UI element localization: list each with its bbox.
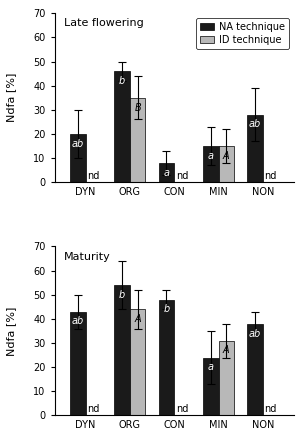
Bar — [159, 163, 174, 182]
Y-axis label: Ndfa [%]: Ndfa [%] — [6, 73, 16, 122]
Y-axis label: Ndfa [%]: Ndfa [%] — [6, 306, 16, 356]
Bar — [203, 358, 218, 415]
Bar — [203, 146, 218, 182]
Text: B: B — [134, 103, 141, 113]
Bar — [70, 312, 85, 415]
Text: Maturity: Maturity — [64, 251, 111, 262]
Text: b: b — [119, 76, 125, 86]
Bar — [70, 134, 85, 182]
Text: a: a — [163, 168, 169, 178]
Text: nd: nd — [265, 171, 277, 181]
Text: A: A — [134, 314, 141, 324]
Text: nd: nd — [176, 404, 188, 414]
Text: ab: ab — [249, 119, 261, 130]
Bar — [218, 146, 234, 182]
Text: nd: nd — [87, 171, 99, 181]
Text: ab: ab — [249, 328, 261, 339]
Text: b: b — [119, 290, 125, 300]
Text: nd: nd — [87, 404, 99, 414]
Text: nd: nd — [265, 404, 277, 414]
Bar — [247, 324, 263, 415]
Bar — [130, 98, 145, 182]
Text: b: b — [163, 305, 170, 314]
Text: nd: nd — [176, 171, 188, 181]
Bar — [115, 71, 130, 182]
Text: A: A — [223, 151, 230, 161]
Text: ab: ab — [72, 316, 84, 327]
Text: ab: ab — [72, 139, 84, 149]
Bar — [218, 341, 234, 415]
Text: A: A — [223, 346, 230, 355]
Text: a: a — [208, 151, 214, 161]
Bar — [247, 114, 263, 182]
Bar — [130, 309, 145, 415]
Text: a: a — [208, 362, 214, 372]
Legend: NA technique, ID technique: NA technique, ID technique — [196, 18, 289, 49]
Bar — [115, 285, 130, 415]
Bar — [159, 300, 174, 415]
Text: Late flowering: Late flowering — [64, 18, 144, 28]
